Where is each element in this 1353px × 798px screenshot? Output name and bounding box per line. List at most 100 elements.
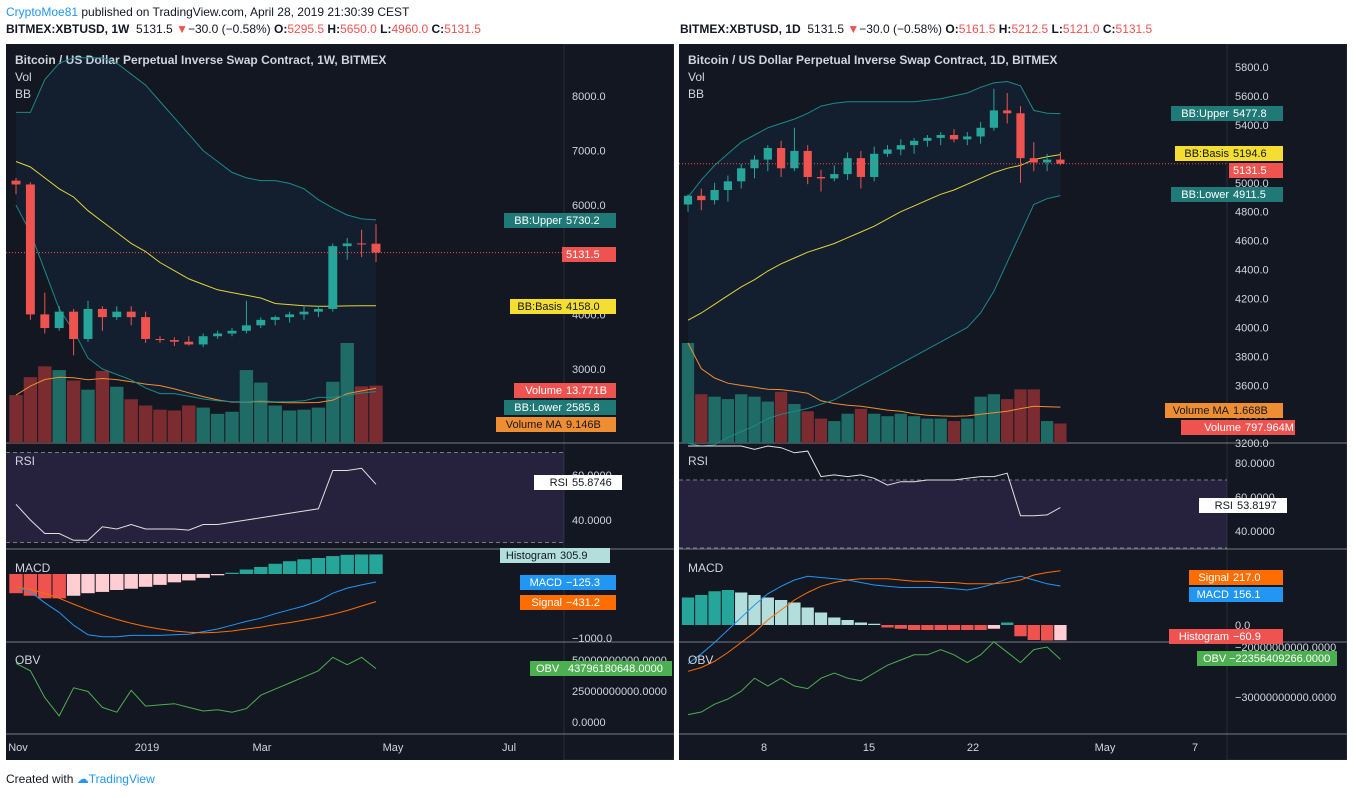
- left-rsi-tag-value: 55.8746: [572, 477, 612, 489]
- left-chart-panel[interactable]: Bitcoin / US Dollar Perpetual Inverse Sw…: [6, 44, 674, 760]
- right-macd-tag-label: MACD: [1197, 589, 1229, 601]
- left-last: 5131.5: [136, 22, 173, 36]
- right-rsi-tick: 40.0000: [1235, 526, 1275, 538]
- right-volume-bar: [894, 413, 907, 443]
- left-candle-body: [40, 314, 50, 329]
- right-macd-title: MACD: [688, 561, 724, 575]
- left-volume-tag-box: [514, 383, 616, 398]
- left-time-tick: Jul: [502, 742, 516, 754]
- publisher-link[interactable]: CryptoMoe81: [6, 5, 79, 19]
- left-candle-body: [155, 338, 165, 341]
- left-change: −30.0 (−0.58%): [187, 22, 271, 36]
- left-volume-bar: [297, 409, 311, 443]
- right-macd-histogram-bar: [934, 625, 947, 630]
- right-volume-tag-box: [1181, 420, 1295, 435]
- right-candle-body: [883, 149, 892, 154]
- right-macd-histogram-bar: [774, 600, 788, 625]
- left-volume-bar: [282, 410, 297, 443]
- right-price-tick: 3600.0: [1235, 380, 1269, 392]
- right-price-tick: 5800.0: [1235, 62, 1269, 74]
- footer: Created with ☁TradingView: [6, 772, 155, 786]
- left-volume-bar: [210, 413, 225, 443]
- right-candle-body: [976, 127, 985, 137]
- right-macd-histogram-bar: [1040, 625, 1054, 641]
- right-volume-ma-tag-label: Volume MA: [1173, 405, 1230, 417]
- right-macd-histogram-bar: [841, 620, 854, 625]
- right-macd-histogram-bar: [748, 595, 761, 625]
- left-low: 4960.0: [391, 22, 429, 36]
- left-candle-body: [270, 317, 280, 320]
- right-macd-histogram-bar: [881, 625, 894, 628]
- right-volume-bar: [814, 418, 828, 443]
- left-macd-histogram-bar: [9, 574, 23, 594]
- right-price-tick: 4800.0: [1235, 207, 1269, 219]
- right-candle-body: [896, 145, 905, 150]
- left-macd-histogram-bar: [167, 574, 182, 583]
- right-macd-histogram-bar: [1014, 625, 1027, 637]
- left-macd-histogram-bar: [153, 574, 167, 585]
- right-volume-bar: [801, 411, 814, 443]
- right-rsi-band: [679, 480, 1227, 548]
- left-volume-bar: [66, 380, 81, 443]
- right-bb-upper-tag-box: [1171, 106, 1283, 121]
- right-rsi-tick: 80.0000: [1235, 458, 1275, 470]
- left-volume-bar: [225, 411, 239, 443]
- right-volume-bar: [934, 418, 947, 443]
- right-rsi-tag-label: RSI: [1215, 500, 1233, 512]
- left-candle-body: [227, 330, 237, 334]
- right-candle-body: [1029, 158, 1038, 163]
- left-legend-vol: Vol: [15, 70, 32, 84]
- right-volume-bar: [987, 394, 1001, 443]
- right-bb-basis-tag-label: BB:Basis: [1184, 148, 1229, 160]
- right-volume-bar: [1040, 421, 1054, 443]
- left-candle-body: [97, 308, 107, 318]
- right-volume-ma-line: [687, 342, 1061, 417]
- right-histogram-tag-box: [1169, 629, 1283, 644]
- left-volume-bar: [9, 395, 23, 443]
- right-price-tick: 4200.0: [1235, 294, 1269, 306]
- left-bb-lower-tag-label: BB:Lower: [514, 402, 562, 414]
- right-macd-histogram-bar: [828, 617, 841, 625]
- right-volume-bar: [1001, 399, 1014, 443]
- left-bb-upper-tag-box: [504, 213, 616, 228]
- right-candle-body: [816, 176, 826, 179]
- right-time-tick: May: [1095, 742, 1116, 754]
- left-rsi-tag-box: [534, 475, 622, 490]
- left-bb-lower-tag-value: 2585.8: [566, 402, 600, 414]
- right-macd-tag-box: [1189, 587, 1283, 602]
- tradingview-logo-icon: ☁: [76, 772, 89, 786]
- right-volume-bar: [748, 396, 761, 443]
- right-candle-body: [843, 158, 852, 175]
- right-macd-histogram-bar: [961, 625, 974, 630]
- right-time-tick: 22: [967, 742, 979, 754]
- left-signal-tag-box: [520, 595, 616, 610]
- left-rsi-tag-label: RSI: [550, 477, 568, 489]
- left-candle-body: [357, 243, 367, 245]
- right-volume-bar: [907, 416, 921, 443]
- left-candle-body: [285, 314, 295, 318]
- left-volume-bar: [81, 389, 95, 443]
- footer-brand[interactable]: TradingView: [88, 772, 155, 786]
- right-bb-basis-tag-box: [1175, 146, 1283, 161]
- left-bb-upper-tag-label: BB:Upper: [514, 215, 562, 227]
- right-candle-body: [710, 189, 719, 201]
- footer-created: Created with: [6, 772, 74, 786]
- left-candle-body: [11, 180, 21, 185]
- left-candle-body: [141, 317, 151, 339]
- right-candle-body: [1056, 159, 1065, 164]
- left-volume-bar: [354, 386, 369, 443]
- right-histogram-tag-label: Histogram: [1179, 631, 1229, 643]
- right-chart-panel[interactable]: Bitcoin / US Dollar Perpetual Inverse Sw…: [679, 44, 1347, 760]
- right-candle-body: [949, 135, 959, 140]
- right-volume-bar: [881, 416, 894, 443]
- right-candle-body: [723, 181, 733, 190]
- right-volume-bar: [761, 401, 774, 443]
- right-price-tick: 4600.0: [1235, 236, 1269, 248]
- right-macd-histogram-bar: [708, 591, 721, 625]
- right-legend-vol: Vol: [688, 70, 705, 84]
- right-histogram-tag-value: −60.9: [1233, 631, 1261, 643]
- right-rsi-tag-value: 53.8197: [1237, 500, 1277, 512]
- right-candle-body: [776, 148, 786, 169]
- left-candle-body: [69, 311, 79, 339]
- right-rsi-line: [688, 445, 1061, 517]
